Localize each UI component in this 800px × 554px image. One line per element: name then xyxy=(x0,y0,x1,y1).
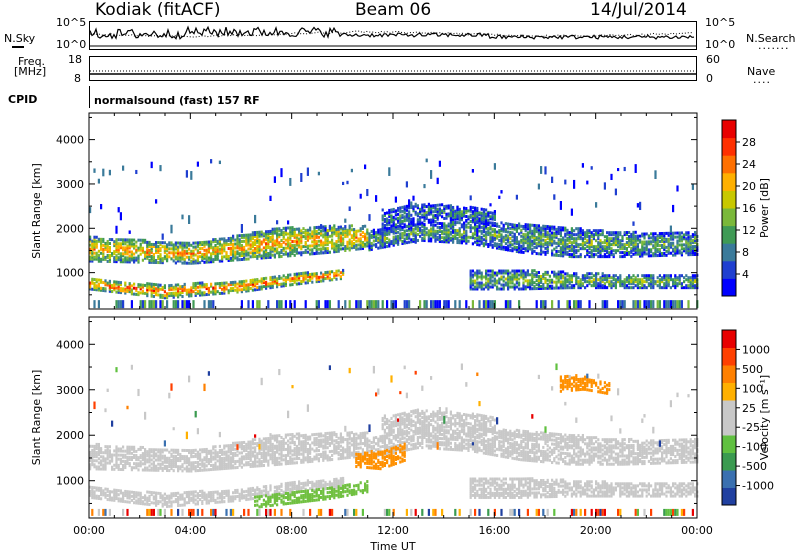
beam-title: Beam 06 xyxy=(355,0,432,20)
freq-trace xyxy=(90,70,696,75)
colorbar-segment xyxy=(722,487,736,506)
nsky-label: N.Sky xyxy=(4,32,36,45)
cpid-marker xyxy=(89,86,90,108)
nsky-series xyxy=(89,25,695,40)
y-tick-label: 3000 xyxy=(56,384,84,397)
colorbar-tick-label: 500 xyxy=(742,363,763,376)
colorbar-tick-label: 16 xyxy=(742,202,756,215)
noise-right-tick-top: 10^5 xyxy=(705,16,736,29)
colorbar-segment xyxy=(722,452,736,471)
nave-label: Nave xyxy=(747,65,776,78)
freq-unit: [MHz] xyxy=(14,65,47,78)
colorbar-frame xyxy=(721,329,737,506)
noise-left-tick-top: 10^5 xyxy=(56,16,87,29)
power-colorbar-label: Power [dB] xyxy=(758,178,771,238)
colorbar-tick-label: 1000 xyxy=(742,343,770,356)
colorbar-tick-label: 24 xyxy=(742,158,756,171)
nsearch-legend-dots: ······· xyxy=(758,42,790,55)
date-title: 14/Jul/2014 xyxy=(590,0,687,20)
x-tick-label: 04:00 xyxy=(174,524,206,537)
colorbar-segment xyxy=(722,400,736,418)
colorbar-segment xyxy=(722,260,736,279)
nsearch-label: N.Search xyxy=(746,32,796,45)
velocity-colorbar: 1000 500 100 25 -25 -100 -500 -1000 Velocity [m … xyxy=(721,329,774,506)
x-tick-label: 00:00 xyxy=(681,524,713,537)
x-tick-label: 20:00 xyxy=(580,524,612,537)
colorbar-segment xyxy=(722,208,736,227)
colorbar-segment xyxy=(722,137,736,156)
freq-tick-bottom: 8 xyxy=(74,72,81,85)
colorbar-segment xyxy=(722,190,736,209)
colorbar-segment xyxy=(722,382,736,401)
freq-label: Freq. xyxy=(18,55,46,68)
y-tick-label: 1000 xyxy=(56,475,84,488)
colorbar-segment xyxy=(722,330,736,348)
colorbar-segment xyxy=(722,243,736,262)
velocity-cells xyxy=(89,363,699,516)
freq-strip xyxy=(89,56,697,81)
nsky-legend-line xyxy=(12,46,24,48)
colorbar-segment xyxy=(722,470,736,488)
colorbar-segment xyxy=(722,278,736,297)
power-cells xyxy=(89,158,699,309)
y-tick-label: 1000 xyxy=(56,267,84,280)
colorbar-tick-label: 12 xyxy=(742,224,756,237)
colorbar-tick-label: 20 xyxy=(742,180,756,193)
colorbar-tick-label: -100 xyxy=(742,441,767,454)
power-colorbar: 28 24 20 16 12 8 4 Power [dB] xyxy=(721,119,771,297)
velocity-colorbar-label: Velocity [m s⁻¹] xyxy=(758,375,771,460)
cpid-label: CPID xyxy=(8,93,38,106)
y-tick-label: 2000 xyxy=(56,429,84,442)
nave-tick-top: 60 xyxy=(706,53,720,66)
y-tick-label: 3000 xyxy=(56,178,84,191)
nsearch-series xyxy=(89,30,694,38)
freq-tick-top: 18 xyxy=(68,53,82,66)
power-ylabel: Slant Range [km] xyxy=(30,163,43,259)
colorbar-segment xyxy=(722,225,736,244)
colorbar-segment xyxy=(722,347,736,366)
colorbar-segment xyxy=(722,365,736,383)
y-tick-label: 2000 xyxy=(56,222,84,235)
nave-legend-dots: ···· xyxy=(753,76,771,89)
colorbar-tick-label: 8 xyxy=(742,246,749,259)
x-axis-label: Time UT xyxy=(369,540,415,553)
station-title: Kodiak (fitACF) xyxy=(95,0,221,20)
nave-tick-bottom: 0 xyxy=(706,72,713,85)
colorbar-segment xyxy=(722,120,736,139)
x-tick-label: 16:00 xyxy=(478,524,510,537)
colorbar-tick-label: 4 xyxy=(742,268,749,281)
noise-left-tick-bottom: 10^0 xyxy=(56,38,87,51)
colorbar-tick-label: 25 xyxy=(742,402,756,415)
noise-strip xyxy=(89,21,697,50)
y-tick-label: 4000 xyxy=(56,338,84,351)
colorbar-tick-label: 100 xyxy=(742,382,763,395)
x-tick-label: 12:00 xyxy=(377,524,409,537)
noise-trace xyxy=(89,25,696,47)
colorbar-segment xyxy=(722,155,736,174)
cpid-value: normalsound (fast) 157 RF xyxy=(94,94,260,107)
power-panel: 1000 2000 3000 4000 Slant Range [km] 28 24 20 16… xyxy=(30,112,771,310)
colorbar-tick-label: -500 xyxy=(742,460,767,473)
velocity-ylabel: Slant Range [km] xyxy=(30,370,43,466)
y-tick-label: 4000 xyxy=(56,134,84,147)
x-tick-label: 00:00 xyxy=(73,524,105,537)
colorbar-tick-label: -25 xyxy=(742,421,760,434)
x-tick-label: 08:00 xyxy=(276,524,308,537)
noise-right-tick-bottom: 10^0 xyxy=(705,38,736,51)
colorbar-tick-label: 28 xyxy=(742,136,756,149)
colorbar-segment xyxy=(722,435,736,453)
colorbar-segment xyxy=(722,417,736,436)
colorbar-tick-label: -1000 xyxy=(742,480,774,493)
colorbar-segment xyxy=(722,172,736,191)
